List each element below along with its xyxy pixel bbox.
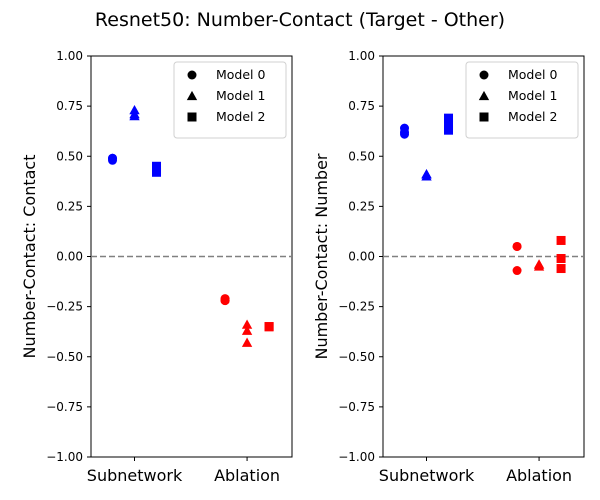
y-tick-label: 0.50 [56,149,83,163]
y-tick-label: 1.00 [56,49,83,63]
x-tick-label: Ablation [506,466,572,485]
data-point-triangle [533,259,545,269]
data-point-square [152,165,162,175]
y-tick-label: −0.75 [46,400,83,414]
data-point-circle [108,153,118,163]
data-point-circle [512,241,522,251]
y-tick-label: 0.75 [56,99,83,113]
legend-marker-circle [187,70,197,80]
y-tick-label: −0.25 [46,300,83,314]
data-point-square [264,322,274,332]
chart-panel-1: 1.00 0.75 0.50 0.25 0.00 −0.25 −0.50 −0.75 −1.00… [20,49,293,485]
data-point-triangle [241,337,253,347]
legend-label: Model 0 [216,67,266,82]
legend-marker-square [479,112,489,122]
legend-label: Model 2 [216,109,265,124]
y-tick-label: 0.50 [348,149,375,163]
y-tick-label: 0.00 [56,250,83,264]
data-point-circle [512,266,522,276]
data-point-square [444,113,454,123]
y-tick-label: −0.50 [46,350,83,364]
legend-box [465,61,579,139]
legend-label: Model 1 [508,88,557,103]
figure-title: Resnet50: Number-Contact (Target - Other… [95,9,505,31]
legend-marker-triangle [186,90,198,101]
legend-marker-square [187,112,197,122]
data-point-square [444,119,454,129]
y-tick-label: 0.75 [348,99,375,113]
x-tick-label: Ablation [214,466,280,485]
legend-marker-triangle [478,90,490,101]
y-tick-label: 0.25 [56,199,83,213]
legend-label: Model 0 [508,67,558,82]
y-tick-label: −1.00 [46,450,83,464]
data-point-square [444,125,454,135]
legend-label: Model 1 [216,88,265,103]
data-point-square [556,235,566,245]
data-point-square [556,264,566,274]
y-tick-label: −0.25 [338,300,375,314]
y-tick-label: −0.50 [338,350,375,364]
x-tick-label: Subnetwork [379,466,475,485]
legend-marker-circle [479,70,489,80]
data-point-circle [400,127,410,137]
chart-panel-2: 1.00 0.75 0.50 0.25 0.00 −0.25 −0.50 −0.75 −1.00… [312,49,585,485]
data-point-triangle [421,169,432,179]
data-point-triangle [241,325,253,335]
y-tick-label: −0.75 [338,400,375,414]
legend-label: Model 2 [508,109,557,124]
x-tick-label: Subnetwork [87,466,183,485]
data-point-triangle [241,319,253,329]
legend-box [173,61,287,139]
y-axis-label: Number-Contact: Contact [20,155,39,359]
y-tick-label: 1.00 [348,49,375,63]
data-point-circle [220,296,230,306]
y-axis-label: Number-Contact: Number [312,153,331,359]
data-point-square [556,254,566,264]
y-tick-label: −1.00 [338,450,375,464]
y-tick-label: 0.25 [348,199,375,213]
y-tick-label: 0.00 [348,250,375,264]
data-point-triangle [129,108,140,119]
